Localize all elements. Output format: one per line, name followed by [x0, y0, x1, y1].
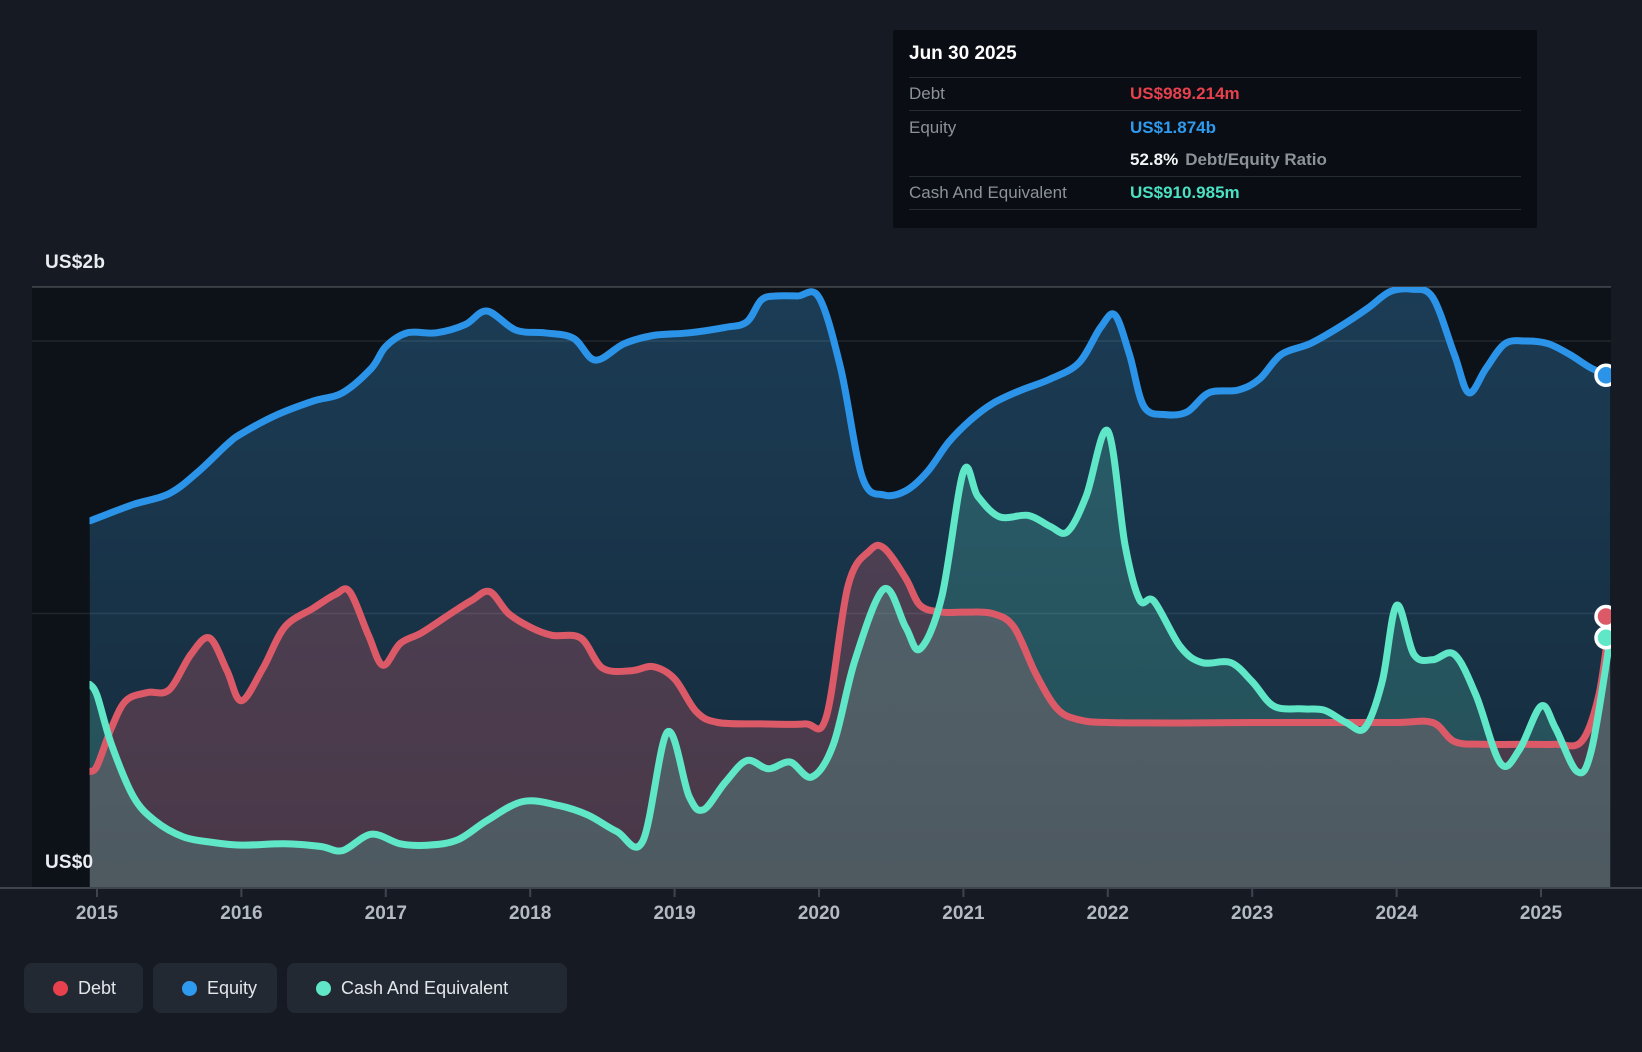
tooltip-row-ratio: 52.8% Debt/Equity Ratio	[909, 144, 1521, 177]
debt-legend-dot-icon	[53, 980, 68, 996]
tooltip-row-cash: Cash And Equivalent US$910.985m	[909, 177, 1521, 210]
x-label-2023: 2023	[1231, 903, 1274, 924]
cash-legend-dot-icon	[316, 980, 331, 996]
debt-end-marker	[1594, 604, 1611, 629]
y-axis-label-2b: US$2b	[45, 252, 106, 273]
legend: Debt Equity Cash And Equivalent	[0, 963, 1642, 1013]
cash-line	[89, 426, 1611, 855]
x-label-2015: 2015	[75, 903, 119, 924]
cash-end-marker	[1594, 626, 1611, 650]
legend-item-cash[interactable]: Cash And Equivalent	[287, 963, 567, 1013]
tooltip-row-equity: Equity US$1.874b	[909, 111, 1521, 144]
tooltip-debt-label: Debt	[909, 84, 945, 103]
legend-item-equity[interactable]: Equity	[153, 963, 277, 1013]
x-label-2017: 2017	[364, 903, 407, 924]
x-label-2018: 2018	[509, 903, 552, 924]
tooltip-equity-label: Equity	[909, 117, 957, 137]
equity-end-marker	[1594, 363, 1611, 388]
tooltip: Jun 30 2025 Debt US$989.214m Equity US$1…	[893, 30, 1537, 228]
y-axis-label-0: US$0	[45, 852, 94, 873]
legend-debt-label: Debt	[78, 977, 117, 998]
tooltip-cash-label: Cash And Equivalent	[909, 183, 1067, 202]
tooltip-ratio-value: 52.8%	[1130, 150, 1179, 169]
gridlines	[32, 340, 1611, 615]
tooltip-date: Jun 30 2025	[909, 30, 1521, 78]
debt-line	[89, 541, 1611, 775]
debt-area	[89, 545, 1611, 888]
tooltip-debt-value: US$989.214m	[1130, 84, 1240, 103]
legend-equity-label: Equity	[207, 977, 258, 998]
x-label-2024: 2024	[1375, 903, 1418, 924]
legend-item-debt[interactable]: Debt	[24, 963, 143, 1013]
tooltip-row-debt: Debt US$989.214m	[909, 78, 1521, 111]
x-label-2016: 2016	[220, 903, 263, 924]
equity-line	[89, 287, 1611, 525]
equity-legend-dot-icon	[182, 980, 197, 996]
x-label-2021: 2021	[942, 903, 985, 924]
cash-area	[89, 430, 1611, 888]
x-label-2020: 2020	[797, 903, 841, 924]
tooltip-equity-value: US$1.874b	[1130, 117, 1216, 137]
x-axis	[0, 887, 1642, 897]
tooltip-cash-value: US$910.985m	[1130, 183, 1240, 202]
tooltip-ratio-label: Debt/Equity Ratio	[1185, 150, 1327, 169]
x-label-2022: 2022	[1086, 903, 1129, 924]
x-label-2019: 2019	[653, 903, 696, 924]
x-label-2025: 2025	[1519, 903, 1563, 924]
legend-cash-label: Cash And Equivalent	[341, 977, 509, 998]
